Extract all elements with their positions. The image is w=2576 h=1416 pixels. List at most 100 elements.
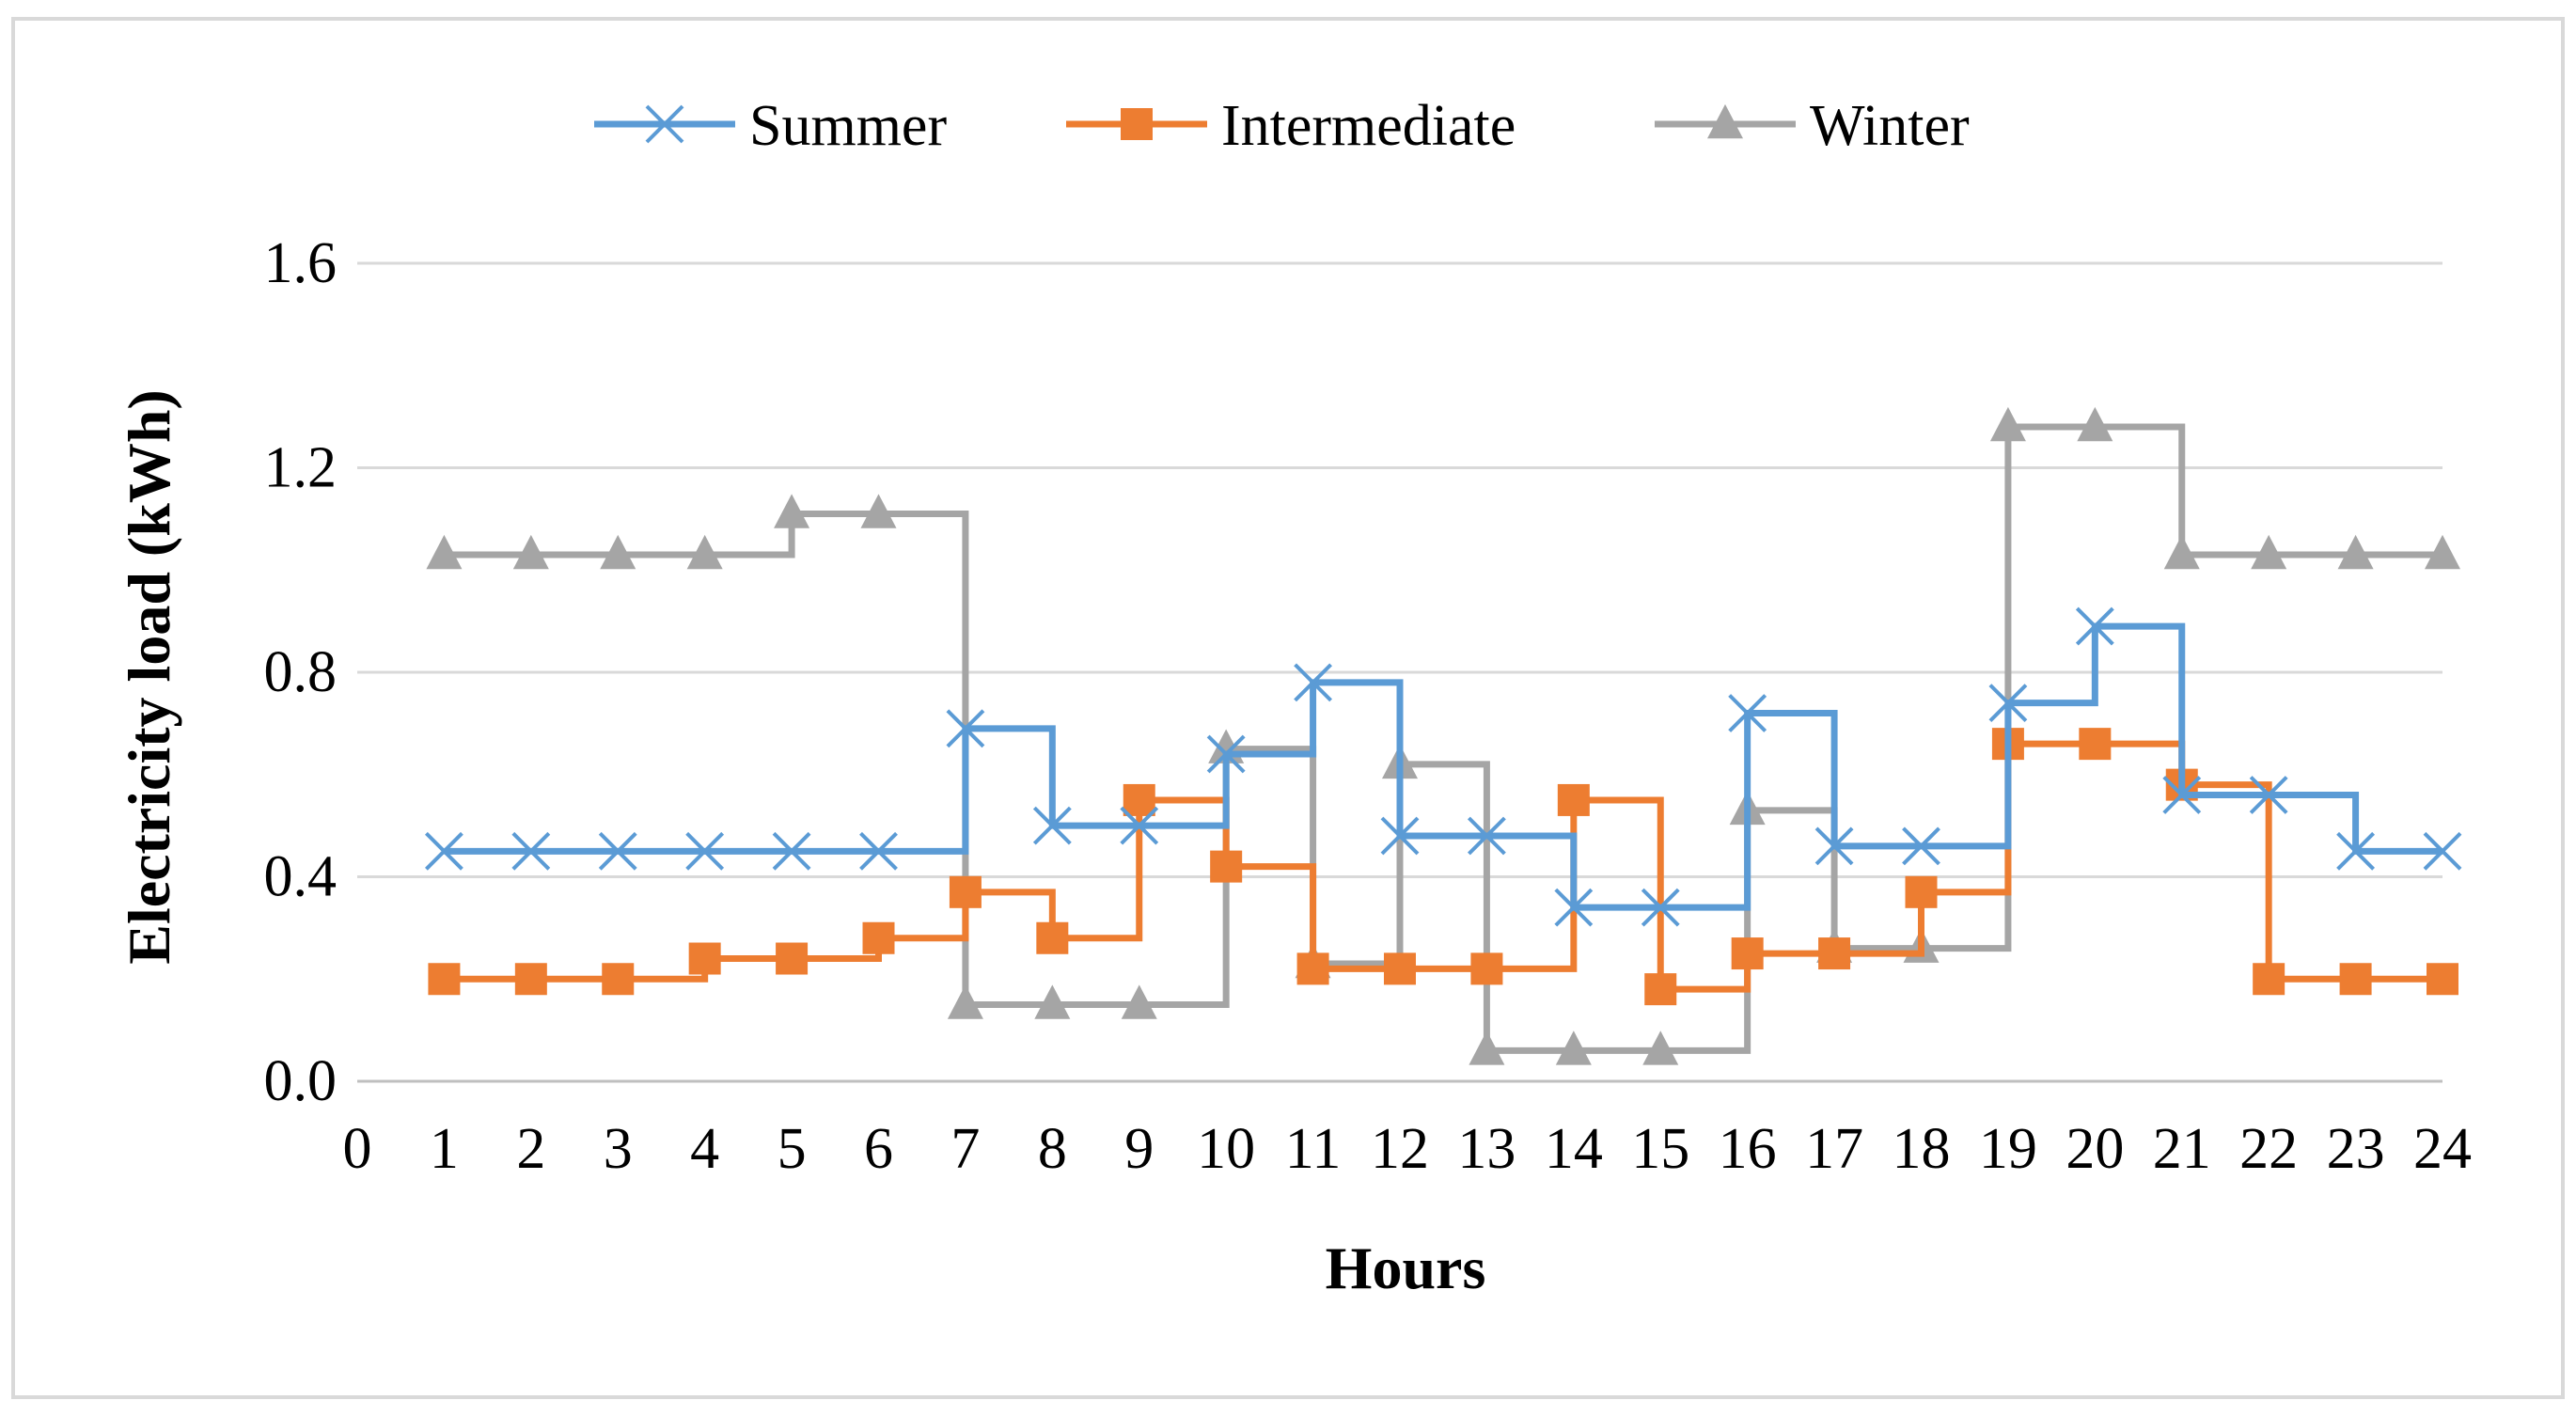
x-tick-label: 10 xyxy=(1197,1117,1255,1181)
data-point-summer xyxy=(1294,663,1332,702)
x-tick-label: 4 xyxy=(690,1117,719,1181)
data-point-winter xyxy=(774,494,810,528)
data-point-intermediate xyxy=(1470,952,1503,985)
data-point-intermediate xyxy=(1818,937,1851,970)
series-line-winter xyxy=(444,423,2442,1054)
data-point-summer xyxy=(2249,776,2288,814)
x-tick-label: 0 xyxy=(343,1117,372,1181)
data-point-summer xyxy=(1206,734,1246,774)
data-point-intermediate xyxy=(949,875,982,908)
data-point-intermediate xyxy=(1731,937,1764,970)
data-point-intermediate xyxy=(1557,783,1590,816)
legend-label: Intermediate xyxy=(1221,94,1516,158)
data-point-summer xyxy=(772,831,811,871)
x-tick-label: 16 xyxy=(1719,1117,1777,1181)
data-point-intermediate xyxy=(602,963,635,996)
x-tick-label: 7 xyxy=(950,1117,980,1181)
x-tick-label: 15 xyxy=(1631,1117,1689,1181)
legend-marker xyxy=(1707,103,1743,139)
data-point-summer xyxy=(2336,831,2375,871)
x-tick-label: 13 xyxy=(1457,1117,1516,1181)
data-point-winter xyxy=(1034,984,1071,1019)
x-tick-label: 5 xyxy=(778,1117,807,1181)
legend-item-summer: Summer xyxy=(594,94,947,158)
data-point-intermediate xyxy=(1123,783,1155,816)
data-point-summer xyxy=(2162,776,2202,814)
data-point-winter xyxy=(2337,534,2374,570)
tick-labels: 0.00.40.81.21.60 1 2 3 4 5 6 7 8 9 10 11 12 13 14 15 16 1… xyxy=(264,231,2473,1181)
data-point-summer xyxy=(1468,816,1506,856)
legend-item-winter: Winter xyxy=(1655,94,1970,158)
data-point-summer xyxy=(1902,826,1940,866)
data-point-summer xyxy=(511,831,551,871)
data-point-winter xyxy=(512,534,549,570)
data-point-winter xyxy=(2425,534,2460,570)
data-point-winter xyxy=(426,534,463,570)
data-point-summer xyxy=(1554,888,1594,927)
x-tick-label: 19 xyxy=(1979,1117,2037,1181)
data-point-summer xyxy=(859,831,898,871)
data-point-summer xyxy=(2423,831,2462,871)
data-point-intermediate xyxy=(1210,850,1243,883)
data-point-summer xyxy=(1641,888,1680,927)
data-point-intermediate xyxy=(428,963,461,996)
data-point-summer xyxy=(1032,806,1072,845)
x-axis-title: Hours xyxy=(1326,1235,1486,1301)
x-tick-label: 11 xyxy=(1285,1117,1342,1181)
data-point-intermediate xyxy=(514,963,547,996)
data-point-winter xyxy=(947,984,983,1019)
data-point-summer xyxy=(1380,816,1420,856)
data-point-intermediate xyxy=(1384,952,1416,985)
data-point-intermediate xyxy=(862,921,895,954)
data-point-winter xyxy=(1989,406,2026,442)
data-point-intermediate xyxy=(2339,963,2372,996)
data-point-intermediate xyxy=(688,942,721,975)
data-point-winter xyxy=(686,534,723,570)
data-point-intermediate xyxy=(1644,973,1677,1006)
data-point-winter xyxy=(2251,534,2287,570)
legend-item-intermediate: Intermediate xyxy=(1066,94,1516,158)
x-tick-label: 14 xyxy=(1545,1117,1603,1181)
data-point-summer xyxy=(425,831,463,871)
data-point-intermediate xyxy=(2427,963,2458,996)
data-point-summer xyxy=(1814,826,1854,866)
data-point-winter xyxy=(600,534,636,570)
x-tick-label: 3 xyxy=(604,1117,633,1181)
x-tick-label: 18 xyxy=(1893,1117,1951,1181)
data-point-winter xyxy=(2077,406,2113,442)
y-tick-label: 1.2 xyxy=(264,436,338,500)
data-point-summer xyxy=(1728,694,1767,732)
x-tick-label: 9 xyxy=(1124,1117,1154,1181)
x-tick-label: 20 xyxy=(2066,1117,2124,1181)
data-point-intermediate xyxy=(1905,875,1938,908)
data-point-intermediate xyxy=(2253,963,2285,996)
data-point-intermediate xyxy=(776,942,809,975)
x-tick-label: 17 xyxy=(1805,1117,1863,1181)
y-axis-title: Electricity load (kWh) xyxy=(116,389,182,964)
data-point-summer xyxy=(2075,606,2114,646)
legend-label: Winter xyxy=(1810,94,1970,158)
data-point-intermediate xyxy=(2079,728,2112,761)
x-tick-label: 2 xyxy=(516,1117,545,1181)
series-layer xyxy=(425,406,2462,1065)
data-point-winter xyxy=(2163,534,2200,570)
data-point-intermediate xyxy=(1296,952,1329,985)
x-tick-label: 21 xyxy=(2153,1117,2211,1181)
series-line-summer xyxy=(444,622,2442,911)
legend-label: Summer xyxy=(749,94,947,158)
data-point-winter xyxy=(1642,1031,1679,1065)
legend-marker xyxy=(645,104,684,144)
x-tick-label: 23 xyxy=(2327,1117,2385,1181)
legend: Summer Intermediate Winter xyxy=(594,94,1970,158)
data-point-winter xyxy=(860,494,897,528)
y-tick-label: 1.6 xyxy=(264,231,338,295)
data-point-intermediate xyxy=(1036,921,1069,954)
y-tick-label: 0.4 xyxy=(264,845,338,909)
x-tick-label: 12 xyxy=(1371,1117,1429,1181)
chart-border xyxy=(11,17,2565,1399)
data-point-summer xyxy=(685,831,725,871)
x-tick-label: 8 xyxy=(1038,1117,1067,1181)
data-point-winter xyxy=(1555,1031,1592,1065)
